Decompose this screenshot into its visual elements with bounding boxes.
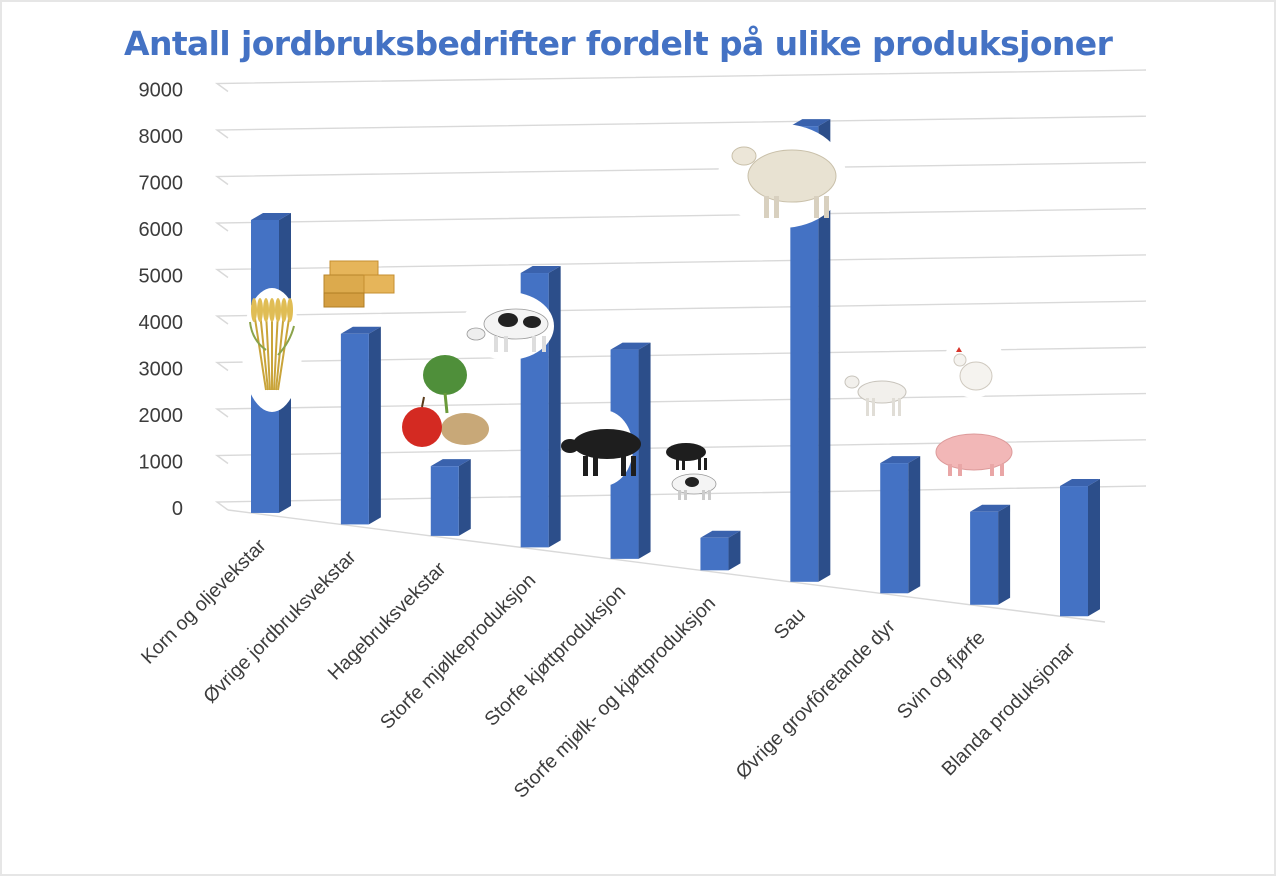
bar-side [548, 266, 561, 548]
gridline [214, 69, 1147, 93]
bar-side [368, 326, 381, 525]
bar-front [880, 463, 909, 594]
chart-title: Antall jordbruksbedrifter fordelt på uli… [124, 24, 1113, 63]
bar-top [430, 459, 471, 467]
bar-side [998, 504, 1011, 605]
bar [340, 326, 381, 525]
y-tick-label: 0 [172, 498, 183, 520]
bar-side [728, 530, 741, 571]
bar-top [700, 530, 741, 538]
bar-top [520, 266, 561, 274]
bar-side [1088, 479, 1100, 617]
y-tick-label: 4000 [139, 312, 184, 334]
bar [700, 530, 741, 571]
gridline [214, 207, 1147, 232]
y-tick-label: 3000 [139, 359, 184, 381]
sheep-icon [718, 124, 846, 228]
bar-front [970, 511, 999, 605]
gridlines [214, 69, 1147, 623]
apple-potato-spinach-icon [402, 355, 489, 447]
illustrations [242, 124, 1013, 500]
y-tick-label: 6000 [139, 219, 184, 241]
bar-side [908, 456, 921, 594]
gridline [214, 161, 1147, 186]
goat-icon [844, 375, 907, 416]
wheat-icon [242, 288, 302, 412]
bar-top [790, 119, 831, 127]
y-tick-label: 1000 [139, 452, 184, 474]
x-tick-label: Storfe mjølk- og kjøttproduksjon [510, 592, 720, 802]
dairy-cow-icon [462, 292, 554, 360]
bar-front [340, 333, 369, 525]
hay-bales-icon [323, 260, 395, 308]
y-tick-label: 8000 [139, 126, 184, 148]
bar-side [458, 459, 471, 536]
bar [1060, 479, 1100, 617]
bar-side [638, 342, 651, 559]
x-tick-label: Svin og fjørfe [893, 627, 990, 724]
gridline [214, 254, 1147, 279]
gridline [214, 300, 1147, 325]
gridline [214, 346, 1147, 372]
pig-chicken-icon [935, 330, 1013, 476]
y-tick-label: 2000 [139, 405, 184, 427]
y-tick-label: 9000 [139, 80, 184, 102]
bar-top [1060, 479, 1100, 487]
bar-top [880, 456, 921, 464]
floor-line [227, 509, 1106, 623]
bar-front [1060, 486, 1088, 617]
y-axis-ticks: 0 1000 2000 3000 4000 5000 6000 7000 8000 9000 [139, 80, 184, 521]
gridline [214, 392, 1147, 418]
bar-top [970, 504, 1011, 512]
gridline [214, 439, 1147, 465]
bar-front [430, 466, 459, 536]
y-tick-label: 7000 [139, 173, 184, 195]
beef-cattle-icon [561, 410, 641, 486]
mixed-cattle-icon [666, 443, 717, 500]
x-tick-label: Øvrige grovfôretande dyr [732, 615, 900, 783]
bar [880, 456, 921, 594]
bar-front [700, 537, 729, 571]
x-tick-label: Sau [770, 604, 810, 644]
bar [970, 504, 1011, 605]
bar-top [251, 212, 291, 220]
y-tick-label: 5000 [139, 266, 184, 288]
gridline [214, 485, 1147, 511]
bar-top [610, 342, 651, 350]
gridline [214, 115, 1147, 139]
bar-top [340, 326, 381, 334]
bar-side [818, 119, 831, 582]
bar [430, 459, 471, 536]
